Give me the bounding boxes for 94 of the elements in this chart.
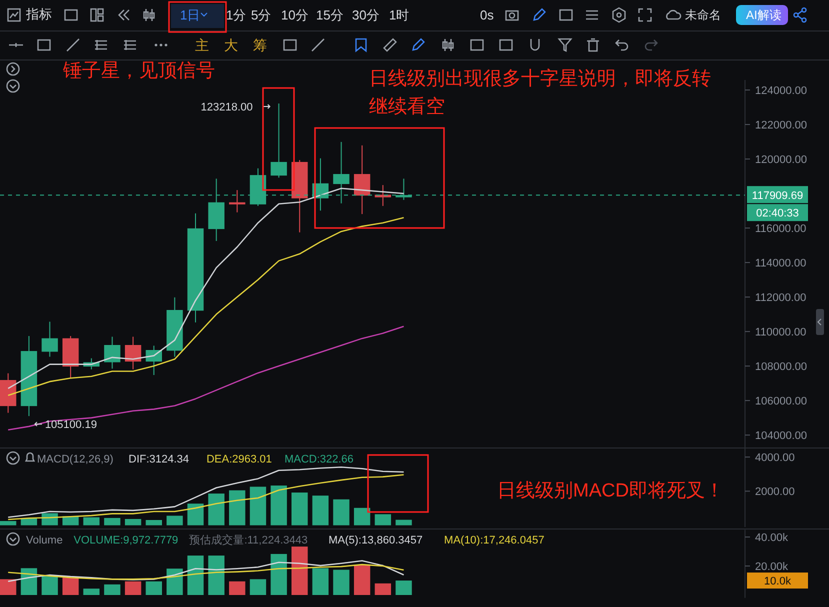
annotation: 锤子星，见顶信号 — [62, 60, 215, 82]
bar — [250, 486, 266, 526]
ref-line-label: 117909.69 — [752, 190, 804, 202]
annotation: 105100.19 — [44, 418, 97, 431]
line-series — [7, 474, 404, 520]
text: 主 — [195, 36, 209, 53]
bar — [292, 546, 308, 595]
annotation: 123218.00 — [200, 101, 253, 114]
text: 未命名 — [685, 8, 721, 22]
bar — [20, 568, 38, 595]
annotation: 预估成交量:11,224.3443 — [189, 534, 308, 547]
text: 1日 — [180, 8, 200, 23]
candlestick — [354, 144, 370, 215]
bar — [62, 578, 79, 595]
bar — [20, 518, 38, 526]
candlestick — [104, 336, 120, 370]
bar — [374, 514, 392, 526]
text: DIF:3124.34 — [128, 453, 190, 466]
y-tick-label: 116000.00 — [755, 222, 806, 235]
line-series — [7, 564, 404, 580]
bar — [292, 492, 308, 526]
bar — [270, 486, 287, 526]
series-label: MA(5):13,860.3457 — [328, 534, 423, 547]
bar — [333, 570, 350, 595]
bar — [0, 521, 16, 526]
text: 筹 — [253, 36, 267, 53]
bar — [312, 496, 329, 526]
bar — [187, 504, 204, 526]
bar — [42, 574, 58, 595]
candlestick — [42, 321, 58, 358]
text: 大 — [224, 36, 238, 53]
bar — [104, 518, 120, 526]
bar — [0, 579, 16, 595]
bar — [250, 579, 266, 595]
y-tick-label: 122000.00 — [755, 119, 807, 132]
y-tick-label: 4000.00 — [755, 452, 795, 464]
bar — [312, 568, 329, 595]
series-label: MACD:322.66 — [284, 453, 354, 466]
y-tick-label: 114000.00 — [755, 257, 806, 270]
line-series — [7, 466, 404, 518]
bar — [229, 581, 246, 595]
text: AI解读 — [746, 8, 782, 22]
text: 10.0k — [764, 575, 792, 588]
y-tick-label: 110000.00 — [755, 326, 806, 338]
bar — [146, 520, 162, 526]
series-label: VOLUME:9,972.7779 — [74, 534, 178, 547]
bar — [166, 516, 183, 526]
bar — [83, 588, 100, 595]
text: 指标 — [25, 6, 52, 22]
text: 0s — [480, 8, 494, 23]
y-tick-label: 108000.00 — [755, 360, 807, 373]
bar — [208, 556, 224, 595]
candlestick — [124, 336, 142, 370]
text: MA(10):17,246.0457 — [444, 534, 544, 547]
y-tick-label: 20.00k — [755, 560, 789, 573]
line-series — [7, 560, 404, 582]
text: 30分 — [352, 8, 380, 23]
bar — [208, 494, 224, 526]
bar — [187, 556, 204, 595]
y-tick-label: 106000.00 — [755, 395, 807, 408]
bar — [124, 518, 142, 526]
chart-title: MACD(12,26,9) — [37, 453, 114, 466]
bar — [166, 568, 183, 595]
chart-title: Volume — [26, 534, 63, 547]
bar — [270, 554, 287, 595]
annotation: 日线级别出现很多十字星说明，即将反转 — [369, 68, 711, 90]
bar — [354, 564, 370, 595]
annotation: 日线级别MACD即将死叉！ — [497, 480, 724, 502]
annotation: 继续看空 — [369, 96, 445, 118]
line-series — [7, 326, 404, 431]
text: 15分 — [316, 8, 344, 23]
bar — [83, 517, 100, 526]
y-tick-label: 124000.00 — [755, 84, 807, 97]
bar — [354, 508, 370, 526]
text: DEA:2963.01 — [206, 453, 272, 466]
y-tick-label: 120000.00 — [755, 154, 807, 166]
bar — [396, 520, 412, 526]
y-tick-label: 104000.00 — [755, 430, 807, 442]
text: 1分 — [226, 8, 246, 23]
text: 1时 — [389, 8, 410, 23]
y-tick-label: 2000.00 — [755, 486, 795, 498]
candlestick — [229, 190, 246, 213]
bar — [333, 499, 350, 526]
bar — [146, 581, 162, 595]
bar — [396, 580, 412, 595]
text: 02:40:33 — [756, 207, 799, 220]
bar — [124, 581, 142, 595]
bar — [104, 584, 120, 595]
bar — [229, 490, 246, 526]
bar — [374, 583, 392, 595]
text: 5分 — [251, 8, 272, 23]
y-tick-label: 112000.00 — [755, 292, 806, 304]
text: 10分 — [281, 8, 308, 23]
y-tick-label: 40.00k — [755, 532, 789, 544]
